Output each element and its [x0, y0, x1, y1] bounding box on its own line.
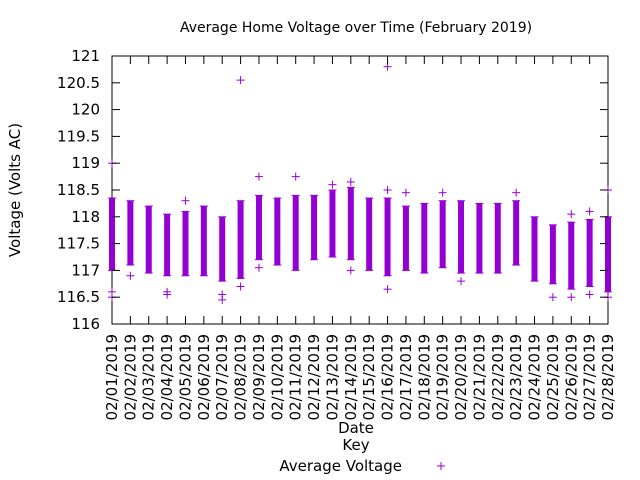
outlier-point — [254, 172, 263, 181]
outlier-point — [346, 177, 355, 186]
x-tick-label: 02/24/2019 — [526, 334, 544, 420]
x-tick-label: 02/26/2019 — [562, 334, 580, 420]
x-axis-title: Date — [338, 419, 374, 437]
legend: Key Average Voltage — [279, 436, 445, 475]
outlier-point — [383, 62, 392, 71]
outlier-point — [512, 188, 521, 197]
x-tick-label: 02/09/2019 — [250, 334, 268, 420]
x-tick-label: 02/21/2019 — [470, 334, 488, 420]
outlier-point — [401, 188, 410, 197]
x-tick-label: 02/28/2019 — [599, 334, 617, 420]
x-tick-label: 02/25/2019 — [544, 334, 562, 420]
x-tick-label: 02/18/2019 — [415, 334, 433, 420]
y-tick-label: 118 — [71, 208, 100, 226]
outlier-point — [457, 277, 466, 286]
chart-title: Average Home Voltage over Time (February… — [180, 20, 532, 36]
y-tick-label: 119 — [71, 154, 100, 172]
x-tick-label: 02/01/2019 — [103, 334, 121, 420]
x-tick-label: 02/03/2019 — [140, 334, 158, 420]
outlier-point — [346, 266, 355, 275]
y-tick-label: 116 — [71, 315, 100, 333]
x-tick-label: 02/12/2019 — [305, 334, 323, 420]
outlier-point — [383, 285, 392, 294]
y-tick-label: 121 — [71, 47, 100, 65]
outlier-point — [218, 290, 227, 299]
legend-plus-icon — [437, 462, 445, 470]
x-tick-label: 02/05/2019 — [176, 334, 194, 420]
x-tick-label: 02/08/2019 — [232, 334, 250, 420]
outlier-point — [548, 293, 557, 302]
y-axis: 116 116.5 117 117.5 118 118.5 119 119.5 120 120.5… — [57, 47, 608, 333]
outlier-point — [438, 188, 447, 197]
y-tick-label: 119.5 — [57, 127, 100, 145]
x-tick-label: 02/07/2019 — [213, 334, 231, 420]
y-tick-label: 118.5 — [57, 181, 100, 199]
x-axis: 02/01/2019 02/02/2019 02/03/2019 02/04/2019… — [103, 56, 617, 420]
outlier-point — [291, 172, 300, 181]
x-tick-label: 02/27/2019 — [581, 334, 599, 420]
outlier-point — [254, 263, 263, 272]
outlier-point — [567, 293, 576, 302]
x-tick-label: 02/17/2019 — [397, 334, 415, 420]
outlier-point — [383, 186, 392, 194]
x-tick-label: 02/23/2019 — [507, 334, 525, 420]
y-axis-title: Voltage (Volts AC) — [6, 123, 24, 257]
y-tick-label: 117.5 — [57, 235, 100, 253]
x-tick-label: 02/13/2019 — [323, 334, 341, 420]
x-tick-label: 02/14/2019 — [342, 334, 360, 420]
x-tick-label: 02/19/2019 — [434, 334, 452, 420]
outlier-point — [163, 290, 172, 299]
plot-frame — [111, 55, 609, 325]
x-tick-label: 02/15/2019 — [360, 334, 378, 420]
outlier-point — [585, 207, 594, 216]
outlier-point — [181, 196, 190, 205]
outlier-point — [236, 282, 245, 291]
x-tick-label: 02/22/2019 — [489, 334, 507, 420]
y-tick-label: 120.5 — [57, 74, 100, 92]
outlier-point — [126, 271, 135, 280]
outlier-point — [567, 210, 576, 219]
y-tick-label: 120 — [71, 101, 100, 119]
y-tick-label: 117 — [71, 261, 100, 279]
x-tick-label: 02/06/2019 — [195, 334, 213, 420]
outlier-point — [328, 180, 337, 189]
x-tick-label: 02/10/2019 — [268, 334, 286, 420]
x-tick-label: 02/20/2019 — [452, 334, 470, 420]
x-tick-label: 02/11/2019 — [287, 334, 305, 420]
outlier-point — [236, 76, 245, 85]
y-tick-label: 116.5 — [57, 288, 100, 306]
outlier-point — [108, 287, 116, 296]
outlier-point — [585, 290, 594, 299]
legend-label: Average Voltage — [279, 457, 402, 475]
x-tick-label: 02/04/2019 — [158, 334, 176, 420]
x-tick-label: 02/02/2019 — [121, 334, 139, 420]
x-tick-label: 02/16/2019 — [379, 334, 397, 420]
daily-range-bars — [108, 186, 612, 293]
legend-plus-mark — [437, 462, 445, 470]
legend-title: Key — [342, 436, 369, 454]
